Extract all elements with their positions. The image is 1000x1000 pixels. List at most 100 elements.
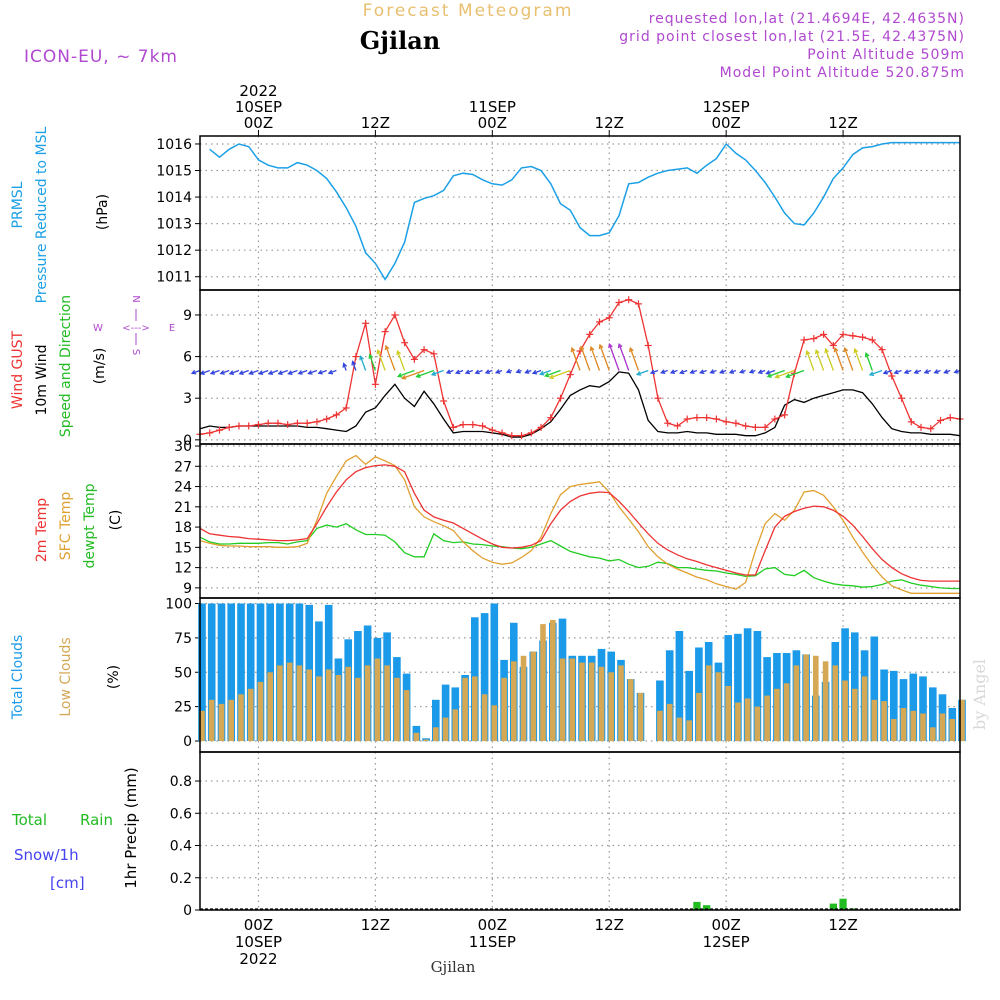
low-cloud-bar	[413, 732, 420, 742]
low-cloud-bar	[208, 699, 215, 742]
total-cloud-bar	[851, 632, 859, 741]
wind-arrow-head	[728, 369, 735, 374]
low-cloud-bar	[257, 681, 264, 741]
wind-arrow-head	[833, 346, 839, 353]
y-tick-label: 21	[174, 500, 192, 516]
wind-arrow-head	[401, 374, 407, 380]
y-tick-label: 0	[183, 903, 192, 919]
y-tick-label: 3	[183, 391, 192, 407]
low-cloud-bar	[520, 655, 527, 742]
pressure-line	[209, 141, 960, 281]
wind-arrow	[834, 347, 844, 371]
low-cloud-bar	[579, 662, 585, 741]
compass-west: W	[93, 323, 103, 334]
wind-arrow-head	[277, 370, 283, 375]
wind-arrow	[608, 343, 620, 371]
wind-arrow	[786, 369, 805, 378]
wind-arrow-head	[248, 370, 254, 375]
low-cloud-bar	[491, 705, 498, 742]
wind-arrow-head	[766, 373, 772, 378]
total-cloud-bar	[675, 631, 684, 741]
low-cloud-bar	[335, 675, 342, 741]
y-tick-label: 9	[183, 581, 192, 597]
low-cloud-bar	[433, 727, 439, 742]
wind-arrow-head	[327, 369, 334, 375]
total-cloud-bar	[217, 603, 226, 741]
wind-arrow-head	[515, 368, 521, 374]
wind-arrow	[854, 348, 864, 371]
wind-arrow-head	[882, 369, 888, 375]
total-cloud-bar	[207, 603, 216, 741]
time-label-bottom: 12Z	[828, 916, 857, 934]
wind-arrow-head	[238, 370, 244, 375]
low-cloud-bar	[550, 620, 556, 741]
total-cloud-bar	[685, 670, 693, 741]
dewpoint-line	[199, 522, 960, 590]
label-ms: (m/s)	[92, 348, 108, 385]
time-label-bottom: 12SEP	[703, 933, 750, 951]
wind-arrow-head	[258, 370, 264, 375]
low-cloud-bar	[676, 717, 683, 741]
low-cloud-bar	[705, 665, 712, 741]
low-cloud-bar	[627, 679, 634, 741]
low-cloud-bar	[930, 727, 936, 742]
time-label-top: 11SEP	[469, 98, 516, 116]
low-cloud-bar	[959, 699, 965, 742]
low-cloud-bar	[511, 661, 517, 742]
wind-arrow	[540, 369, 551, 375]
wind-arrow-head	[484, 369, 490, 375]
wind-arrow-head	[699, 369, 705, 375]
time-label-bottom: 00Z	[711, 916, 740, 934]
low-cloud-bar	[774, 688, 780, 742]
low-cloud-bar	[608, 672, 614, 742]
low-cloud-bar	[618, 665, 624, 741]
y-tick-label: 1015	[156, 164, 192, 180]
compass-east: E	[169, 323, 175, 334]
label-wind-gust: Wind GUST	[10, 330, 26, 409]
time-label-top: 12SEP	[703, 98, 750, 116]
low-cloud-bar	[588, 662, 595, 741]
total-cloud-bar	[743, 628, 752, 742]
low-cloud-bar	[247, 688, 254, 742]
label-dewpt-temp: dewpt Temp	[82, 483, 98, 568]
panel-frame-precip	[199, 751, 961, 911]
wind-arrow-head	[430, 371, 437, 376]
wind-arrow-head	[307, 370, 313, 375]
label-precip-mm: 1hr Precip (mm)	[122, 767, 140, 888]
total-cloud-bar	[919, 676, 927, 741]
wind-arrow	[268, 369, 279, 375]
wind-arrow-head	[748, 368, 755, 374]
panel-frame-wind	[199, 289, 961, 445]
y-tick-label: 0.2	[170, 871, 192, 887]
wind-arrow-head	[913, 369, 919, 375]
wind-arrow	[359, 356, 367, 371]
wind-arrow	[259, 369, 269, 375]
low-cloud-bar	[637, 692, 644, 741]
time-label-bottom: 00Z	[478, 916, 507, 934]
wind-arrow-head	[805, 349, 811, 356]
low-cloud-bar	[277, 665, 283, 741]
label-2m-temp: 2m Temp	[34, 498, 50, 562]
label-sfc-temp: SFC Temp	[58, 492, 74, 561]
wind-arrow	[369, 354, 376, 371]
wind-arrow	[397, 369, 415, 377]
product-title: Forecast Meteogram	[363, 1, 574, 21]
wind-arrow-head	[893, 369, 899, 375]
low-cloud-bar	[296, 665, 303, 741]
low-cloud-bar	[744, 698, 751, 741]
time-label-bottom: 11SEP	[469, 933, 516, 951]
low-cloud-bar	[374, 658, 381, 741]
wind-arrow-head	[342, 362, 348, 368]
wind-arrow-head	[824, 347, 830, 354]
low-cloud-bar	[442, 717, 449, 741]
low-cloud-bar	[939, 713, 946, 741]
y-tick-label: 12	[174, 561, 192, 577]
label-pressure-msl: Pressure Reduced to MSL	[34, 126, 50, 303]
temp-sfc-line	[199, 454, 960, 594]
low-cloud-bar	[822, 661, 829, 742]
temp-2m-line	[199, 464, 960, 582]
wind-arrow-head	[474, 369, 480, 375]
wind-arrow-head	[199, 370, 205, 375]
low-cloud-bar	[715, 672, 722, 742]
total-cloud-bar	[929, 687, 937, 741]
